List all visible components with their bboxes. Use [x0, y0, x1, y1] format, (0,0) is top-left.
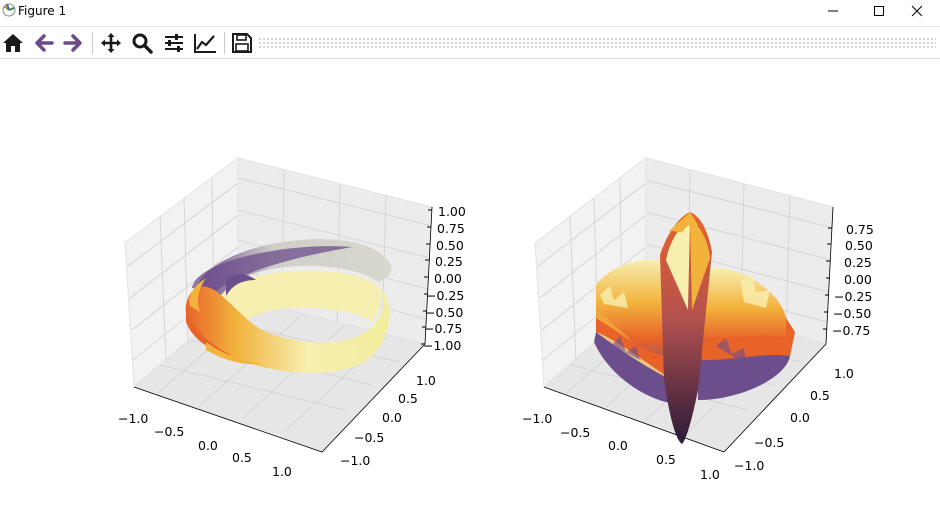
y-axis-ticks: −1.0 −0.5 0.0 0.5 1.0	[340, 373, 436, 468]
window-title: Figure 1	[18, 4, 67, 18]
y-tick-label: 0.5	[398, 391, 418, 406]
maximize-icon	[874, 6, 884, 16]
arrow-right-icon	[63, 34, 82, 52]
close-button[interactable]	[894, 0, 940, 22]
z-tick-label: −0.25	[426, 288, 464, 303]
z-tick-label: −0.75	[424, 321, 462, 336]
y-tick-label: 0.5	[810, 388, 830, 403]
save-button[interactable]	[229, 30, 255, 56]
z-axis-ticks: 0.75 0.50 0.25 0.00 −0.25 −0.50 −0.75	[823, 222, 874, 338]
z-tick-label: 0.25	[435, 254, 463, 269]
sliders-icon	[165, 34, 183, 52]
z-tick-label: 0.50	[436, 238, 464, 253]
z-tick-label: 0.75	[437, 221, 465, 236]
y-axis-line	[321, 343, 426, 453]
x-tick-label: 0.5	[656, 452, 676, 467]
x-tick-label: −1.0	[118, 411, 148, 426]
minimize-icon	[828, 10, 838, 12]
pan-button[interactable]	[98, 30, 124, 56]
x-tick-label: 0.0	[608, 438, 628, 453]
edit-axes-button[interactable]	[192, 30, 218, 56]
z-tick-label: −0.75	[832, 323, 870, 338]
x-tick-label: 1.0	[272, 464, 292, 479]
z-tick-label: −0.50	[425, 305, 463, 320]
figure-svg: 1.00 0.75 0.50 0.25 0.00 −0.25 −0.50 −0.…	[118, 156, 874, 482]
maximize-button[interactable]	[856, 0, 902, 22]
y-tick-label: −1.0	[340, 453, 370, 468]
z-tick-label: 0.75	[846, 222, 874, 237]
toolbar-grip	[258, 37, 936, 49]
z-tick-label: −0.25	[834, 289, 872, 304]
move-icon	[101, 33, 121, 53]
configure-subplots-button[interactable]	[161, 30, 187, 56]
navigation-toolbar	[0, 26, 940, 59]
x-tick-label: −1.0	[522, 411, 552, 426]
matplotlib-logo-icon	[2, 3, 16, 17]
y-axis-line	[723, 343, 827, 453]
home-button[interactable]	[0, 30, 26, 56]
forward-button[interactable]	[60, 30, 86, 56]
z-axis-ticks: 1.00 0.75 0.50 0.25 0.00 −0.25 −0.50 −0.…	[421, 204, 466, 353]
y-tick-label: −0.5	[354, 430, 384, 445]
figure-canvas[interactable]: 1.00 0.75 0.50 0.25 0.00 −0.25 −0.50 −0.…	[0, 60, 940, 526]
x-tick-label: 0.5	[232, 450, 252, 465]
x-tick-label: −0.5	[154, 424, 184, 439]
y-axis-ticks: −1.0 −0.5 0.0 0.5 1.0	[734, 366, 854, 473]
z-axis-line	[424, 206, 433, 345]
z-tick-label: 0.25	[844, 255, 872, 270]
z-axis-line	[825, 206, 834, 345]
y-tick-label: −1.0	[734, 458, 764, 473]
y-tick-label: 1.0	[834, 366, 854, 381]
toolbar-separator	[92, 32, 93, 54]
x-axis-line	[543, 386, 725, 453]
zoom-button[interactable]	[129, 30, 155, 56]
back-button[interactable]	[31, 30, 57, 56]
home-icon	[3, 34, 23, 52]
z-tick-label: −1.00	[423, 338, 461, 353]
z-tick-label: 0.00	[434, 271, 462, 286]
x-tick-label: 1.0	[700, 467, 720, 482]
arrow-left-icon	[35, 34, 54, 52]
floppy-disk-icon	[232, 33, 252, 53]
x-axis-ticks: −1.0 −0.5 0.0 0.5 1.0	[522, 411, 720, 482]
y-tick-label: −0.5	[754, 435, 784, 450]
x-tick-label: −0.5	[560, 425, 590, 440]
x-axis-line	[133, 386, 323, 453]
x-tick-label: 0.0	[198, 438, 218, 453]
z-tick-label: 1.00	[438, 204, 466, 219]
title-bar: Figure 1	[0, 0, 940, 22]
z-tick-label: −0.50	[833, 306, 871, 321]
mobius-strip-surface	[185, 239, 392, 373]
z-tick-label: 0.00	[844, 272, 872, 287]
axes-2: 0.75 0.50 0.25 0.00 −0.25 −0.50 −0.75 −1…	[522, 156, 874, 482]
axes-1: 1.00 0.75 0.50 0.25 0.00 −0.25 −0.50 −0.…	[118, 156, 466, 479]
toolbar-separator	[224, 32, 225, 54]
x-axis-ticks: −1.0 −0.5 0.0 0.5 1.0	[118, 411, 292, 479]
minimize-button[interactable]	[810, 0, 856, 22]
y-tick-label: 0.0	[382, 410, 402, 425]
y-tick-label: 0.0	[790, 410, 810, 425]
line-chart-icon	[194, 34, 216, 53]
y-tick-label: 1.0	[416, 373, 436, 388]
z-tick-label: 0.50	[845, 238, 873, 253]
close-icon	[911, 5, 923, 17]
saddle-wave-surface	[594, 212, 795, 444]
magnifier-icon	[132, 33, 153, 54]
